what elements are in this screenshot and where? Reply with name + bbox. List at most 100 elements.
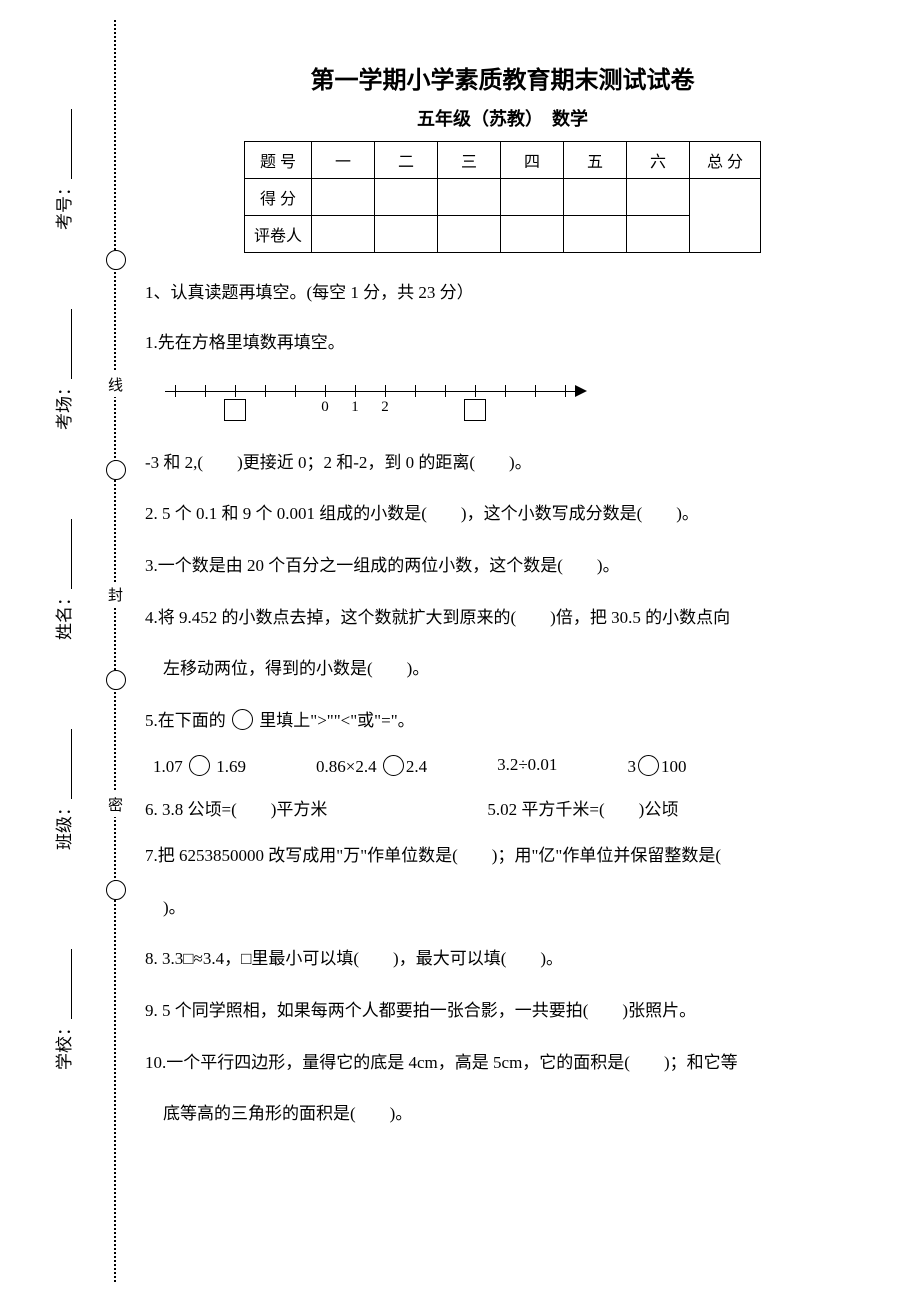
side-name: 姓名： [50,519,75,640]
val: 0.86×2.4 [316,757,377,776]
col-header: 五 [564,142,627,179]
binding-circle [106,880,126,900]
binding-circle [106,670,126,690]
side-school: 学校： [50,949,75,1070]
col-header: 三 [438,142,501,179]
side-label-text: 姓名： [55,589,74,640]
nl-tick [265,385,266,397]
col-header: 二 [375,142,438,179]
val: 2.4 [406,757,427,776]
score-cell [375,216,438,253]
circle-icon [383,755,404,776]
side-label-text: 班级： [55,799,74,850]
row-label: 评卷人 [245,216,312,253]
score-cell [312,179,375,216]
score-cell [564,179,627,216]
dotted-line [114,20,116,1282]
nl-tick [205,385,206,397]
q5-text: 里填上">""<"或"="。 [255,711,415,730]
score-cell [438,216,501,253]
arrow-icon [575,385,587,397]
q6-row: 6. 3.8 公顷=( )平方米 5.02 平方千米=( )公顷 [145,795,860,820]
q5-intro: 5.在下面的 里填上">""<"或"="。 [145,703,860,739]
table-row: 得 分 [245,179,761,216]
q10b: 底等高的三角形的面积是( )。 [145,1096,860,1132]
q3: 3.一个数是由 20 个百分之一组成的两位小数，这个数是( )。 [145,548,860,584]
q5a: 1.07 1.69 [153,755,246,777]
val: 1.07 [153,757,183,776]
val: 100 [661,757,687,776]
nl-tick [475,385,476,397]
seal-feng: 封 [108,582,123,607]
title-main: 第一学期小学素质教育期末测试试卷 [145,60,860,95]
nl-tick [235,385,236,397]
section-header: 1、认真读题再填空。(每空 1 分，共 23 分） [145,278,860,303]
binding-circle [106,460,126,480]
score-cell [627,216,690,253]
score-cell [564,216,627,253]
nl-tick [415,385,416,397]
title-sub: 五年级（苏教） 数学 [145,105,860,131]
page-content: 第一学期小学素质教育期末测试试卷 五年级（苏教） 数学 题 号 一 二 三 四 … [145,60,860,1148]
q9: 9. 5 个同学照相，如果每两个人都要拍一张合影，一共要拍( )张照片。 [145,993,860,1029]
row-label: 得 分 [245,179,312,216]
nl-tick [355,385,356,397]
q1-intro: 1.先在方格里填数再填空。 [145,325,860,361]
nl-box [224,399,246,421]
score-table: 题 号 一 二 三 四 五 六 总 分 得 分 评卷人 [244,141,761,253]
val: 3 [627,757,636,776]
q5-row: 1.07 1.69 0.86×2.4 2.4 3.2÷0.01 3 100 [153,755,860,777]
total-header: 总 分 [690,142,761,179]
side-label-text: 考号： [55,179,74,230]
nl-tick [295,385,296,397]
nl-tick [385,385,386,397]
q2: 2. 5 个 0.1 和 9 个 0.001 组成的小数是( )，这个小数写成分… [145,496,860,532]
score-cell [375,179,438,216]
nl-tick [445,385,446,397]
nl-label: 1 [351,399,359,416]
circle-icon [638,755,659,776]
col-header: 四 [501,142,564,179]
total-cell [690,179,761,253]
side-class: 班级： [50,729,75,850]
q6b: 5.02 平方千米=( )公顷 [487,795,678,820]
score-cell [438,179,501,216]
side-room: 考场： [50,309,75,430]
nl-tick [175,385,176,397]
score-cell [501,179,564,216]
nl-label: 0 [321,399,329,416]
circle-icon [189,755,210,776]
side-label-text: 学校： [55,1019,74,1070]
q5d: 3 100 [627,755,686,777]
q4: 4.将 9.452 的小数点去掉，这个数就扩大到原来的( )倍，把 30.5 的… [145,600,860,636]
table-row: 题 号 一 二 三 四 五 六 总 分 [245,142,761,179]
nl-tick [535,385,536,397]
binding-circle [106,250,126,270]
val: 1.69 [216,757,246,776]
q8: 8. 3.3□≈3.4，□里最小可以填( )，最大可以填( )。 [145,941,860,977]
nl-tick [505,385,506,397]
q5-text: 5.在下面的 [145,711,230,730]
seal-xian: 线 [108,372,123,397]
nl-box [464,399,486,421]
nl-tick [565,385,566,397]
score-cell [627,179,690,216]
seal-mi: 密 [108,792,123,817]
q5c: 3.2÷0.01 [497,755,557,777]
nl-label: 2 [381,399,389,416]
q7b: )。 [145,890,860,926]
col-header: 一 [312,142,375,179]
number-line: 0 1 2 [165,377,595,427]
q1b: -3 和 2,( )更接近 0；2 和-2，到 0 的距离( )。 [145,445,860,481]
score-cell [312,216,375,253]
q6a: 6. 3.8 公顷=( )平方米 [145,795,327,820]
table-row: 评卷人 [245,216,761,253]
q5b: 0.86×2.4 2.4 [316,755,427,777]
q7: 7.把 6253850000 改写成用"万"作单位数是( )；用"亿"作单位并保… [145,838,860,874]
q4b: 左移动两位，得到的小数是( )。 [145,651,860,687]
score-cell [501,216,564,253]
q10: 10.一个平行四边形，量得它的底是 4cm，高是 5cm，它的面积是( )；和它… [145,1045,860,1081]
binding-margin: 线 封 密 [100,20,130,1282]
side-label-text: 考场： [55,379,74,430]
col-header: 六 [627,142,690,179]
